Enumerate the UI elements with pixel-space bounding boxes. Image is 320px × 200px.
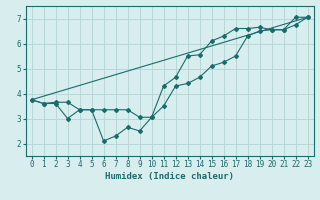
X-axis label: Humidex (Indice chaleur): Humidex (Indice chaleur) — [105, 172, 234, 181]
